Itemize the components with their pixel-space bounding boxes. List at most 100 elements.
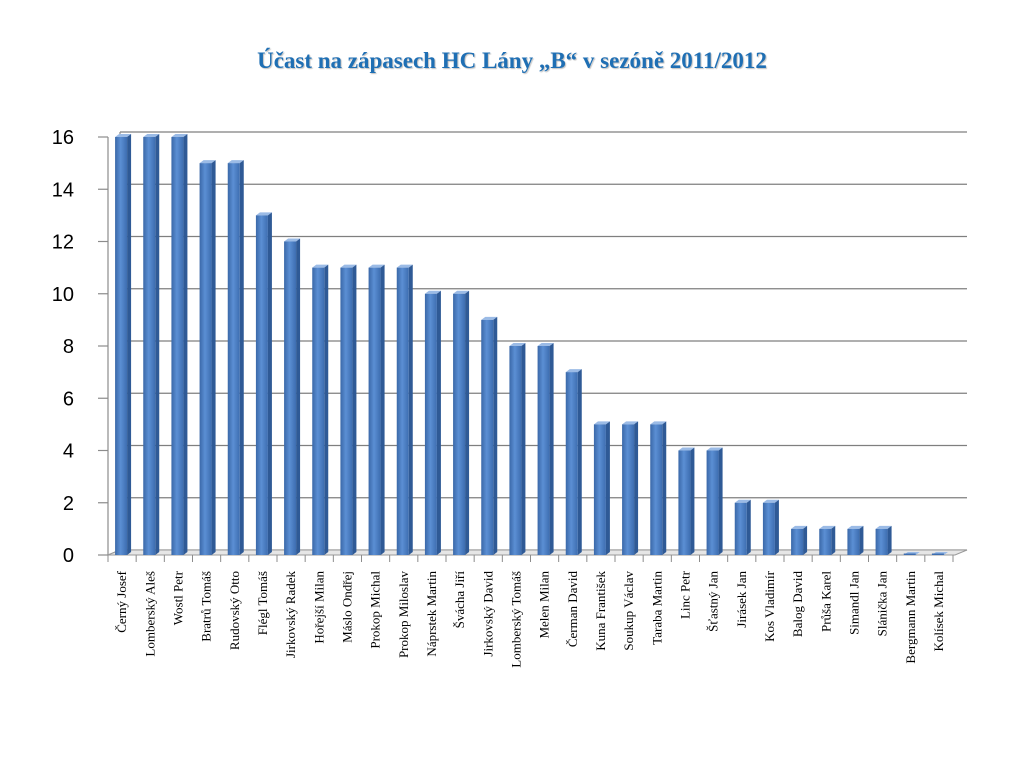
- bar: [734, 499, 751, 555]
- y-tick-label: 4: [63, 441, 74, 463]
- x-tick-label: Šťastný Jan: [706, 571, 721, 632]
- y-tick-label: 6: [63, 388, 74, 410]
- bar-front: [622, 424, 635, 555]
- bar: [509, 343, 526, 555]
- x-tick-label: Kuna František: [593, 571, 608, 651]
- bar: [650, 421, 667, 555]
- bar: [424, 290, 441, 555]
- x-tick-label: Simandl Jan: [846, 571, 861, 635]
- bar-front: [509, 346, 522, 555]
- bar-side: [634, 421, 639, 555]
- bar-front: [650, 424, 663, 555]
- bar-side: [859, 525, 864, 555]
- x-tick-label: Lomberský Tomáš: [508, 571, 523, 668]
- bar-top: [143, 134, 160, 137]
- bar-side: [803, 525, 808, 555]
- bar-top: [762, 499, 779, 503]
- x-tick-label: Melen Milan: [537, 571, 552, 639]
- bar-front: [424, 293, 437, 555]
- bar: [453, 290, 470, 555]
- bar: [706, 447, 723, 555]
- bar-top: [340, 264, 357, 268]
- bar: [115, 134, 132, 555]
- bar: [537, 343, 554, 555]
- bar-top: [847, 525, 864, 529]
- bar: [340, 264, 357, 555]
- bar-front: [791, 528, 804, 555]
- bar-front: [171, 137, 184, 555]
- x-tick-label: Wostl Petr: [170, 570, 185, 625]
- bar-front: [537, 346, 550, 555]
- bar: [622, 421, 639, 555]
- bar-side: [774, 499, 779, 555]
- bar-top: [593, 421, 610, 425]
- bar-front: [819, 528, 832, 555]
- bar-top: [255, 212, 272, 216]
- bar: [791, 525, 808, 555]
- bar-top: [199, 160, 216, 164]
- x-tick-label: Bergmann Martin: [903, 571, 918, 664]
- y-tick-label: 16: [52, 127, 74, 149]
- bar-front: [481, 319, 494, 555]
- x-tick-label: Taraba Martin: [649, 571, 664, 645]
- x-tick-label: Jirkovský Radek: [283, 571, 298, 659]
- bar-top: [424, 290, 441, 294]
- x-tick-label: Náprstek Martin: [424, 571, 439, 657]
- y-tick-label: 2: [63, 493, 74, 515]
- x-tick-label: Balog David: [790, 571, 805, 638]
- bar: [284, 238, 301, 555]
- bar-top: [875, 525, 892, 529]
- bar: [903, 552, 920, 555]
- bar-top: [227, 160, 244, 164]
- bar-front: [734, 502, 747, 555]
- bar-side: [436, 290, 441, 555]
- bar-front: [678, 450, 691, 555]
- x-tick-label: Kos Vladimír: [762, 570, 777, 642]
- bar: [255, 212, 272, 555]
- bar-front: [312, 267, 325, 555]
- bar-top: [622, 421, 639, 425]
- bar-side: [408, 264, 413, 555]
- y-tick-label: 8: [63, 336, 74, 358]
- bar: [819, 525, 836, 555]
- x-tick-label: Linc Petr: [677, 570, 692, 619]
- x-tick-label: Soukup Václav: [621, 571, 636, 651]
- bar-side: [831, 525, 836, 555]
- bar-front: [143, 137, 156, 555]
- bar-top: [396, 264, 413, 268]
- bar: [847, 525, 864, 555]
- bar-front: [396, 267, 409, 555]
- x-tick-label: Máslo Ondřej: [339, 571, 354, 643]
- bar-side: [465, 290, 470, 555]
- bar-top: [791, 525, 808, 529]
- bar-top: [509, 343, 526, 346]
- bar-front: [284, 241, 297, 555]
- bar-side: [577, 369, 582, 555]
- bar-side: [521, 343, 526, 555]
- bar-side: [183, 134, 188, 555]
- x-tick-label: Rudovský Otto: [227, 571, 242, 650]
- bar-front: [368, 267, 381, 555]
- bar: [762, 499, 779, 555]
- bar-front: [115, 137, 128, 555]
- bar-front: [340, 267, 353, 555]
- bar-side: [662, 421, 667, 555]
- bar-top: [312, 264, 329, 268]
- x-tick-label: Jirásek Jan: [734, 571, 749, 628]
- bar-top: [368, 264, 385, 268]
- bar-side: [746, 499, 751, 555]
- bar: [931, 552, 948, 555]
- bar-top: [819, 525, 836, 529]
- bar-side: [352, 264, 357, 555]
- x-tick-label: Hořejší Milan: [311, 571, 326, 644]
- bar: [396, 264, 413, 555]
- bar: [143, 134, 160, 555]
- bar-top: [481, 316, 498, 320]
- bar: [875, 525, 892, 555]
- x-tick-label: Jirkovský David: [480, 571, 495, 657]
- x-tick-label: Čerman David: [565, 571, 580, 648]
- bar-top: [650, 421, 667, 425]
- bar-front: [706, 450, 719, 555]
- bar: [481, 316, 498, 555]
- bar-top: [115, 134, 132, 137]
